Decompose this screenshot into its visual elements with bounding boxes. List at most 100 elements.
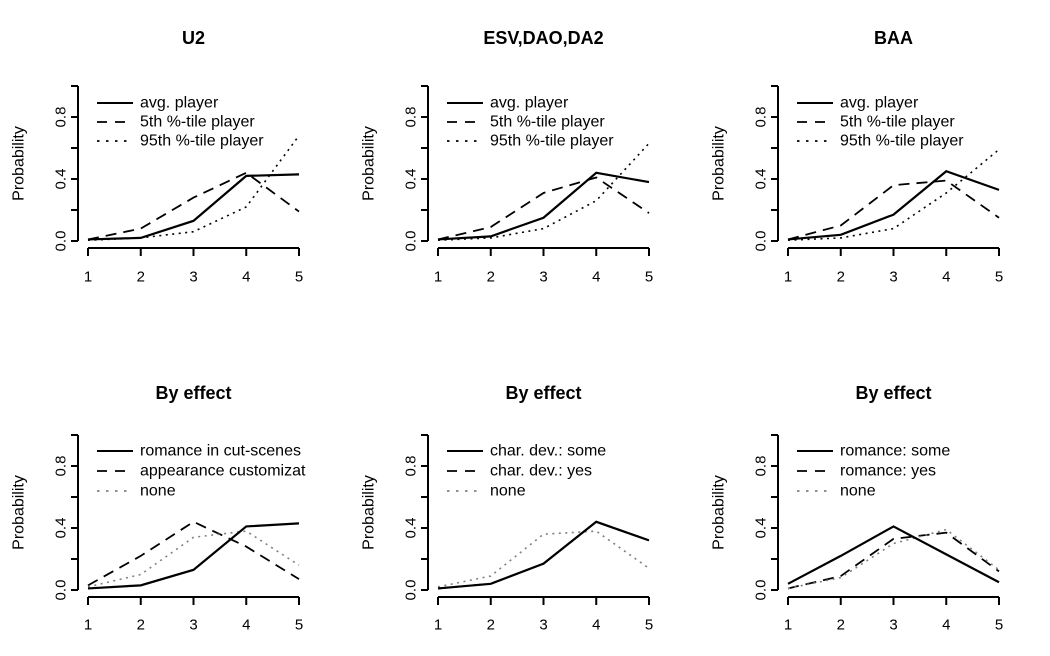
series-line-dashed [87, 171, 300, 241]
y-tick-label: 0.4 [53, 518, 70, 539]
legend-label: romance: yes [840, 463, 936, 480]
series-line-dotted [437, 142, 650, 242]
y-tick-label: 0.4 [753, 169, 770, 190]
y-tick-label: 0.0 [53, 580, 70, 601]
series-line-dashed [87, 520, 300, 587]
x-tick-label: 2 [487, 617, 495, 634]
y-tick-label: 0.0 [753, 580, 770, 601]
legend-label: 95th %-tile player [140, 133, 264, 150]
subplot-u2-canvas: U2 Probability 0.0 0.4 0.8 1 2 3 4 5 avg. player 5t… [11, 28, 304, 286]
legend-label: none [490, 483, 526, 500]
x-tick-label: 3 [889, 269, 897, 286]
y-tick-label: 0.0 [403, 580, 420, 601]
subplot-baa: BAA Probability 0.0 0.4 0.8 1 2 3 4 5 avg. player 5… [700, 0, 1050, 328]
x-tick-label: 4 [242, 269, 250, 286]
subplot-u2: U2 Probability 0.0 0.4 0.8 1 2 3 4 5 avg. player 5t… [0, 0, 350, 328]
legend-label: 5th %-tile player [490, 114, 605, 131]
x-tick-label: 3 [189, 617, 197, 634]
y-axis-title: Probability [361, 126, 378, 201]
x-tick-label: 1 [434, 269, 442, 286]
legend-label: none [840, 483, 876, 500]
plot-title: BAA [874, 28, 913, 48]
series-line-dashed [787, 179, 1000, 241]
y-tick-label: 0.8 [753, 107, 770, 128]
plot-title: U2 [182, 28, 205, 48]
series-line-dashed [787, 531, 1000, 590]
series-line-solid [437, 520, 650, 590]
y-tick-label: 0.8 [53, 107, 70, 128]
subplot-by-effect-left: By effect Probability 0.0 0.4 0.8 1 2 3 4 5 romanc… [0, 328, 350, 656]
y-tick-label: 0.4 [403, 169, 420, 190]
y-axis-title: Probability [11, 475, 28, 550]
y-tick-label: 0.4 [753, 518, 770, 539]
x-tick-label: 3 [539, 617, 547, 634]
subplot-by-effect-right: By effect Probability 0.0 0.4 0.8 1 2 3 4 5 romanc… [700, 328, 1050, 656]
x-tick-label: 3 [189, 269, 197, 286]
legend-label: avg. player [840, 95, 919, 112]
x-tick-label: 4 [592, 269, 600, 286]
y-tick-label: 0.4 [403, 518, 420, 539]
subplot-baa-canvas: BAA Probability 0.0 0.4 0.8 1 2 3 4 5 avg. player 5… [711, 28, 1004, 286]
x-tick-label: 1 [84, 617, 92, 634]
series-line-solid [87, 522, 300, 590]
legend-label: char. dev.: some [490, 443, 606, 460]
x-tick-label: 5 [995, 617, 1003, 634]
legend-label: romance in cut-scenes [140, 443, 301, 460]
x-tick-label: 4 [592, 617, 600, 634]
y-tick-label: 0.8 [403, 107, 420, 128]
legend-label: char. dev.: yes [490, 463, 592, 480]
plot-title: By effect [855, 383, 931, 403]
x-tick-label: 4 [942, 269, 950, 286]
x-tick-label: 4 [242, 617, 250, 634]
legend-label: 5th %-tile player [840, 114, 955, 131]
series-line-solid [787, 525, 1000, 585]
legend-label: 5th %-tile player [140, 114, 255, 131]
series-line-dotted [87, 135, 300, 242]
plot-title: By effect [155, 383, 231, 403]
y-axis-title: Probability [361, 475, 378, 550]
x-tick-label: 1 [784, 617, 792, 634]
subplot-esv-dao-da2-canvas: ESV,DAO,DA2 Probability 0.0 0.4 0.8 1 2 3 4 5 avg.… [361, 28, 654, 286]
y-tick-label: 0.0 [403, 231, 420, 252]
series-line-solid [437, 171, 650, 241]
y-tick-label: 0.0 [53, 231, 70, 252]
x-tick-label: 2 [837, 269, 845, 286]
y-tick-label: 0.0 [753, 231, 770, 252]
legend-label: avg. player [490, 95, 569, 112]
x-tick-label: 2 [837, 617, 845, 634]
x-tick-label: 2 [137, 269, 145, 286]
subplot-by-effect-middle: By effect Probability 0.0 0.4 0.8 1 2 3 4 5 char. … [350, 328, 700, 656]
x-tick-label: 5 [295, 269, 303, 286]
plot-title: ESV,DAO,DA2 [483, 28, 603, 48]
legend-label: 95th %-tile player [840, 133, 964, 150]
y-axis-title: Probability [11, 126, 28, 201]
subplot-esv-dao-da2: ESV,DAO,DA2 Probability 0.0 0.4 0.8 1 2 3 4 5 avg.… [350, 0, 700, 328]
x-tick-label: 5 [995, 269, 1003, 286]
x-tick-label: 5 [645, 269, 653, 286]
y-axis-title: Probability [711, 126, 728, 201]
y-tick-label: 0.8 [53, 456, 70, 477]
series-line-solid [787, 170, 1000, 241]
x-tick-label: 2 [137, 617, 145, 634]
series-line-dotted [87, 530, 300, 588]
x-tick-label: 5 [295, 617, 303, 634]
y-tick-label: 0.4 [53, 169, 70, 190]
x-tick-label: 3 [539, 269, 547, 286]
x-tick-label: 5 [645, 617, 653, 634]
y-axis-title: Probability [711, 475, 728, 550]
legend-label: avg. player [140, 95, 219, 112]
subplot-by-effect-left-canvas: By effect Probability 0.0 0.4 0.8 1 2 3 4 5 romanc… [11, 383, 306, 634]
x-tick-label: 2 [487, 269, 495, 286]
legend-label: appearance customizat [140, 463, 306, 480]
series-line-solid [87, 173, 300, 241]
legend-label: romance: some [840, 443, 950, 460]
x-tick-label: 4 [942, 617, 950, 634]
series-line-dashed [437, 176, 650, 241]
x-tick-label: 3 [889, 617, 897, 634]
x-tick-label: 1 [434, 617, 442, 634]
legend-label: 95th %-tile player [490, 133, 614, 150]
subplot-by-effect-right-canvas: By effect Probability 0.0 0.4 0.8 1 2 3 4 5 romanc… [711, 383, 1004, 634]
x-tick-label: 1 [784, 269, 792, 286]
legend-label: none [140, 483, 176, 500]
